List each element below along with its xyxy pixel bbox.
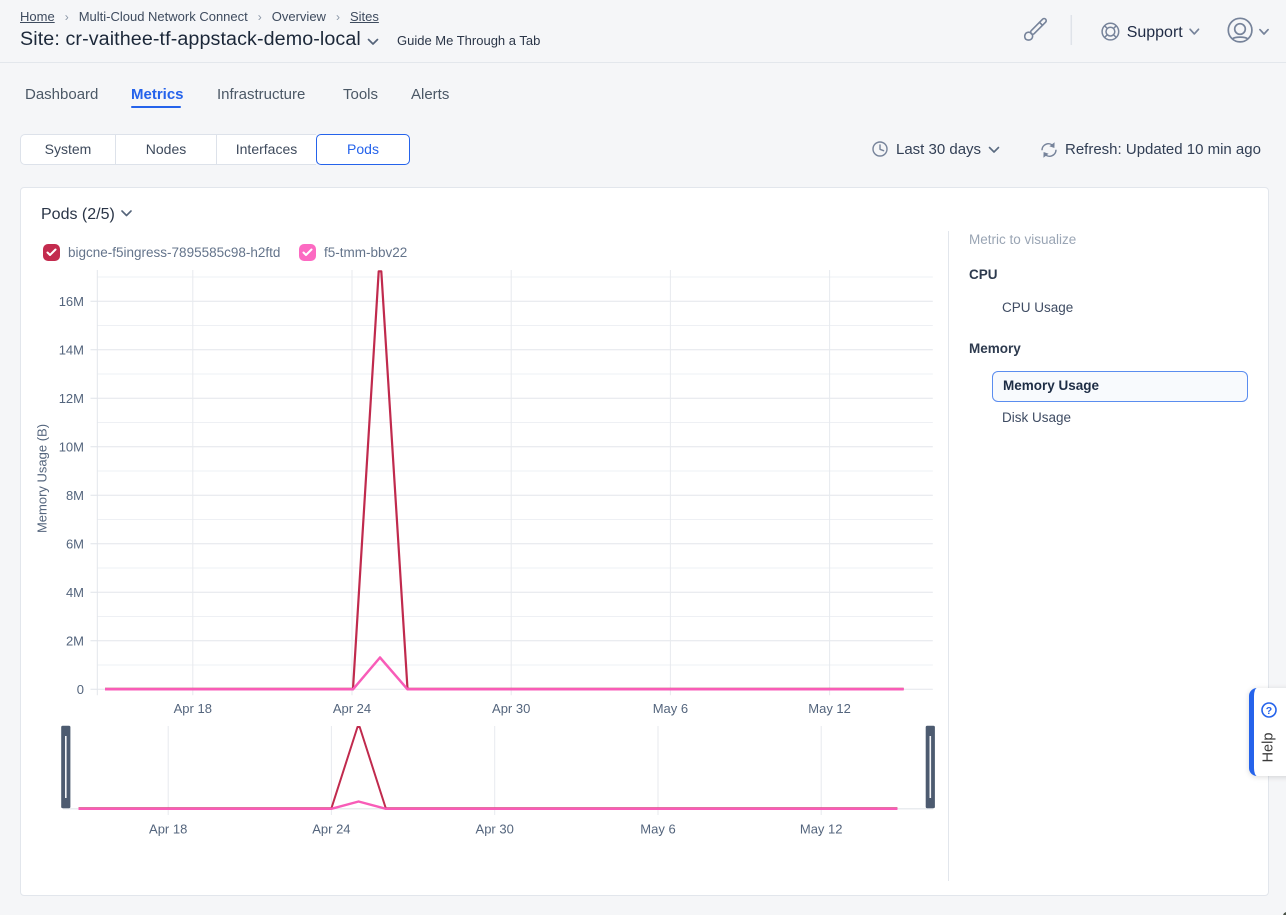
svg-text:2M: 2M <box>66 634 84 649</box>
svg-text:?: ? <box>1266 705 1272 717</box>
svg-text:Apr 18: Apr 18 <box>149 822 187 837</box>
svg-text:Apr 30: Apr 30 <box>492 701 530 716</box>
svg-text:May 12: May 12 <box>800 822 843 837</box>
svg-text:4M: 4M <box>66 585 84 600</box>
svg-text:8M: 8M <box>66 488 84 503</box>
svg-text:6M: 6M <box>66 537 84 552</box>
svg-text:May 6: May 6 <box>653 701 688 716</box>
svg-text:0: 0 <box>77 682 84 697</box>
svg-text:14M: 14M <box>59 343 84 358</box>
svg-text:10M: 10M <box>59 440 84 455</box>
svg-text:May 6: May 6 <box>640 822 675 837</box>
svg-text:Support: Support <box>1127 24 1184 41</box>
svg-text:16M: 16M <box>59 294 84 309</box>
svg-text:Memory Usage (B): Memory Usage (B) <box>35 424 50 533</box>
svg-text:12M: 12M <box>59 391 84 406</box>
svg-text:Apr 30: Apr 30 <box>476 822 514 837</box>
svg-text:Apr 18: Apr 18 <box>174 701 212 716</box>
svg-text:Apr 24: Apr 24 <box>333 701 371 716</box>
svg-text:Apr 24: Apr 24 <box>312 822 350 837</box>
svg-text:May 12: May 12 <box>808 701 851 716</box>
